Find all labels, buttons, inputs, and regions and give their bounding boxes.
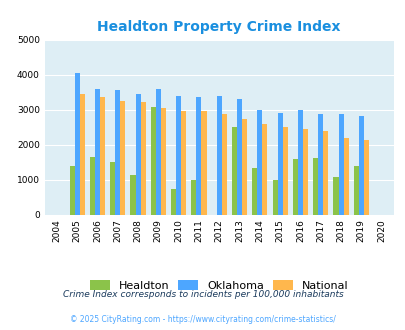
Text: Crime Index corresponds to incidents per 100,000 inhabitants: Crime Index corresponds to incidents per… bbox=[62, 290, 343, 299]
Bar bbox=[302, 129, 307, 214]
Bar bbox=[160, 108, 166, 214]
Bar bbox=[338, 114, 343, 214]
Bar bbox=[231, 127, 237, 214]
Bar bbox=[90, 157, 95, 214]
Bar bbox=[272, 180, 277, 214]
Bar bbox=[277, 113, 282, 214]
Bar bbox=[241, 119, 247, 214]
Bar bbox=[130, 175, 135, 214]
Bar bbox=[282, 127, 287, 214]
Bar bbox=[237, 99, 241, 214]
Bar bbox=[333, 177, 338, 215]
Bar bbox=[318, 114, 322, 214]
Bar bbox=[201, 111, 206, 214]
Bar bbox=[140, 102, 145, 214]
Bar bbox=[363, 140, 368, 214]
Bar bbox=[358, 116, 363, 214]
Bar bbox=[312, 158, 318, 214]
Bar bbox=[252, 168, 257, 214]
Bar bbox=[150, 107, 156, 214]
Bar bbox=[297, 110, 302, 214]
Bar bbox=[343, 138, 348, 214]
Bar bbox=[262, 123, 267, 214]
Bar bbox=[216, 96, 221, 214]
Bar bbox=[75, 73, 79, 215]
Bar bbox=[257, 110, 262, 214]
Bar bbox=[181, 111, 186, 214]
Bar bbox=[69, 166, 75, 214]
Bar bbox=[191, 180, 196, 214]
Bar bbox=[100, 97, 105, 214]
Bar bbox=[353, 166, 358, 214]
Bar bbox=[292, 158, 297, 215]
Text: © 2025 CityRating.com - https://www.cityrating.com/crime-statistics/: © 2025 CityRating.com - https://www.city… bbox=[70, 315, 335, 324]
Bar bbox=[79, 94, 85, 214]
Bar bbox=[110, 162, 115, 214]
Bar bbox=[196, 97, 201, 214]
Bar bbox=[120, 101, 125, 214]
Bar bbox=[171, 189, 176, 214]
Bar bbox=[156, 89, 160, 214]
Bar bbox=[135, 94, 140, 214]
Bar bbox=[322, 131, 328, 214]
Bar bbox=[221, 114, 226, 214]
Bar bbox=[95, 88, 100, 214]
Bar bbox=[115, 90, 120, 214]
Title: Healdton Property Crime Index: Healdton Property Crime Index bbox=[97, 20, 340, 34]
Bar bbox=[176, 96, 181, 214]
Legend: Healdton, Oklahoma, National: Healdton, Oklahoma, National bbox=[85, 276, 352, 296]
